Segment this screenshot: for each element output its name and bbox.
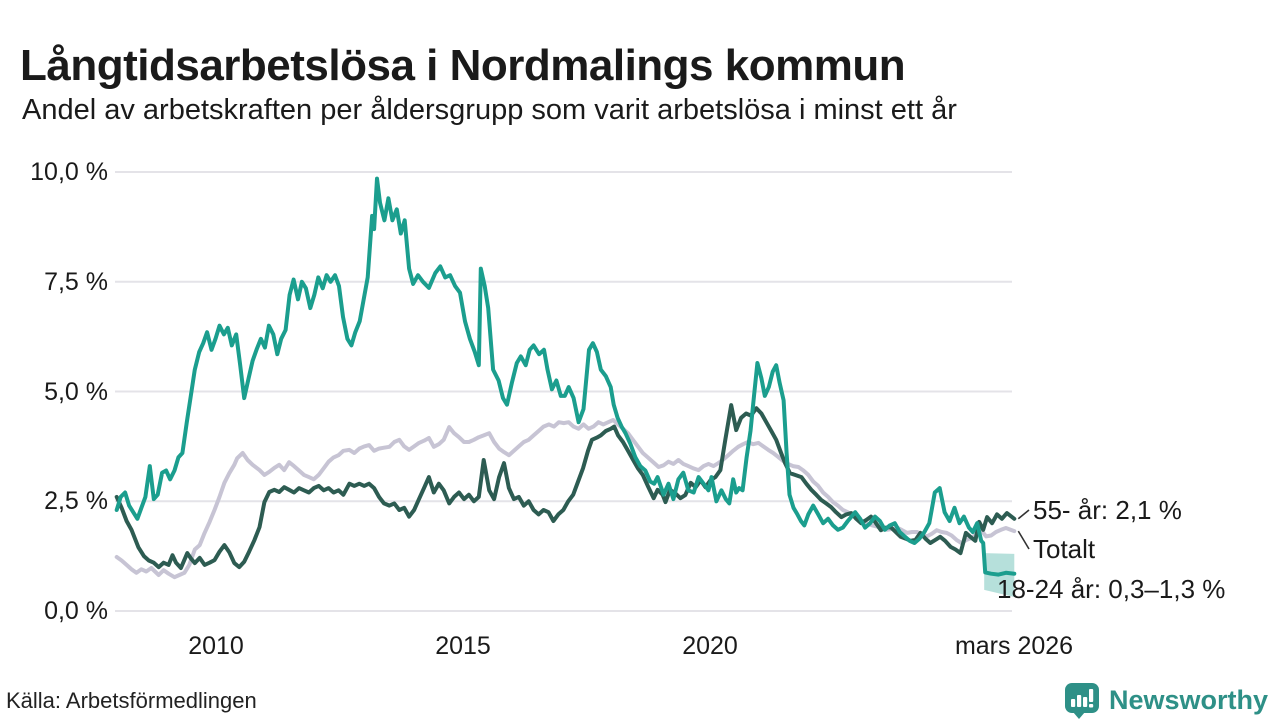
x-axis-tick: 2015 (435, 632, 491, 660)
series-label-totalt: Totalt (1033, 534, 1096, 564)
newsworthy-logo: Newsworthy (1064, 682, 1268, 719)
x-axis-tick: mars 2026 (954, 632, 1074, 660)
y-axis-tick: 7,5 % (44, 267, 108, 296)
y-axis-tick: 10,0 % (30, 158, 108, 186)
page-title: Långtidsarbetslösa i Nordmalings kommun (20, 41, 906, 91)
y-axis-tick: 0,0 % (44, 597, 108, 625)
page-subtitle: Andel av arbetskraften per åldersgrupp s… (22, 94, 957, 126)
source-credit: Källa: Arbetsförmedlingen (6, 688, 257, 713)
series-label-55: 55- år: 2,1 % (1033, 495, 1182, 525)
x-axis-tick: 2020 (682, 632, 738, 660)
newsworthy-logo-icon (1064, 683, 1099, 719)
y-axis-tick: 5,0 % (44, 377, 108, 406)
y-axis-tick: 2,5 % (44, 487, 108, 516)
x-axis-tick: 2010 (188, 632, 244, 660)
series-label-18-24: 18-24 år: 0,3–1,3 % (997, 574, 1226, 604)
newsworthy-logo-text: Newsworthy (1108, 685, 1268, 715)
